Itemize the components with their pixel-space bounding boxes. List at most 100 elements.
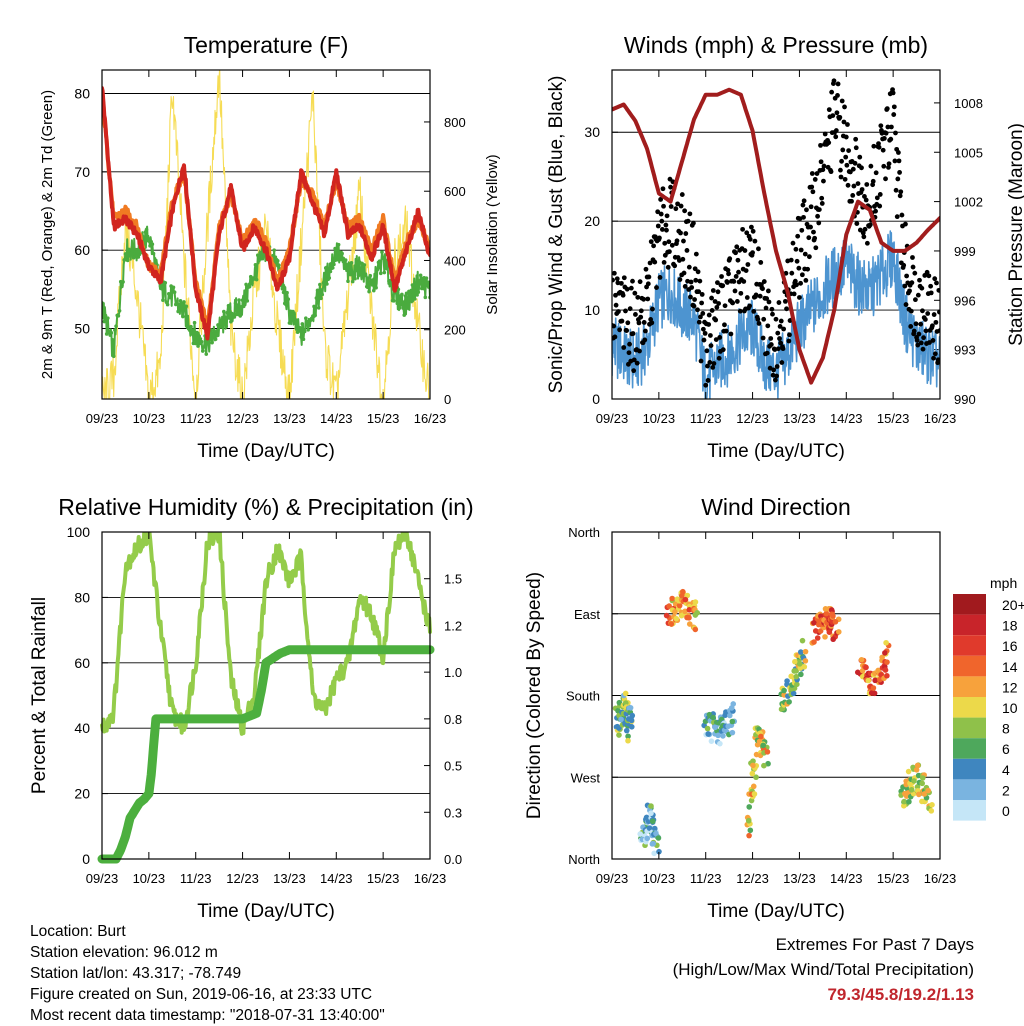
gust-point <box>888 136 894 142</box>
dewpoint-point <box>299 335 303 339</box>
direction-point <box>644 835 651 842</box>
gust-point <box>770 311 775 317</box>
gust-point <box>669 242 675 248</box>
winds-x-tick-label: 15/23 <box>877 411 910 426</box>
humidity-x-tick-label: 09/23 <box>86 871 119 886</box>
dewpoint-point <box>300 322 305 326</box>
dewpoint-point <box>423 295 428 300</box>
gust-point <box>657 274 663 280</box>
gust-point <box>673 206 679 212</box>
dewpoint-point <box>346 279 350 284</box>
direction-point <box>651 850 657 857</box>
gust-point <box>665 264 671 270</box>
gust-point <box>734 244 740 250</box>
extremes-subtitle: (High/Low/Max Wind/Total Precipitation) <box>672 960 974 979</box>
gust-point <box>735 257 741 263</box>
direction-point <box>727 712 733 719</box>
direction-point <box>870 685 877 691</box>
direction-point <box>882 650 888 656</box>
dewpoint-point <box>397 306 402 310</box>
winds-x-tick-label: 11/23 <box>690 411 722 426</box>
dewpoint-point <box>350 279 355 284</box>
gust-point <box>618 280 624 286</box>
gust-point <box>794 258 800 264</box>
direction-point <box>914 762 921 769</box>
dewpoint-point <box>125 258 130 263</box>
gust-point <box>876 141 881 147</box>
dewpoint-point <box>281 290 286 295</box>
direction-point <box>673 615 680 622</box>
dewpoint-point <box>417 278 422 283</box>
gust-point <box>909 280 915 286</box>
gust-point <box>775 330 781 336</box>
dewpoint-point <box>367 289 371 294</box>
direction-point <box>817 628 824 634</box>
gust-point <box>764 350 770 356</box>
dewpoint-point <box>401 300 405 304</box>
direction-point <box>781 687 787 694</box>
gust-point <box>713 317 719 323</box>
gust-point <box>753 292 759 298</box>
dewpoint-point <box>336 242 341 247</box>
gust-point <box>910 264 916 270</box>
dewpoint-point <box>177 307 182 311</box>
gust-point <box>933 319 939 325</box>
gust-point <box>884 106 890 112</box>
gust-point <box>788 257 794 263</box>
gust-point <box>678 230 683 236</box>
gust-point <box>773 316 779 322</box>
dewpoint-point <box>407 289 411 294</box>
gust-point <box>760 335 766 341</box>
elevation-text: Station elevation: 96.012 m <box>30 944 218 961</box>
direction-point <box>925 787 931 794</box>
direction-point <box>705 731 711 737</box>
speed-legend-title: mph <box>990 575 1017 591</box>
direction-point <box>793 673 800 680</box>
speed-legend-label: 8 <box>1002 721 1010 737</box>
gust-point <box>700 326 706 332</box>
dewpoint-point <box>412 297 417 301</box>
direction-point <box>832 618 839 625</box>
temperature-y2-tick-label: 400 <box>444 253 466 268</box>
dewpoint-point <box>206 341 211 346</box>
gust-point <box>684 248 690 253</box>
dewpoint-point <box>220 317 225 322</box>
dewpoint-point <box>334 252 339 257</box>
gust-point <box>768 342 774 347</box>
winds-y2-axis-label: Station Pressure (Maroon) <box>1006 123 1024 346</box>
gust-point <box>612 270 617 276</box>
dewpoint-point <box>189 324 193 329</box>
dewpoint-point <box>361 271 366 275</box>
direction-point <box>828 607 835 613</box>
direction-point <box>648 803 654 809</box>
gust-point <box>761 316 767 322</box>
gust-point <box>708 343 714 348</box>
speed-legend-swatch <box>953 655 986 677</box>
gust-point <box>840 147 846 153</box>
gust-point <box>891 112 897 117</box>
direction-point <box>676 602 683 609</box>
dewpoint-point <box>150 242 155 247</box>
gust-point <box>790 240 796 246</box>
dewpoint-point <box>380 250 384 254</box>
gust-point <box>813 245 819 251</box>
gust-point <box>897 193 903 199</box>
direction-point <box>746 804 753 810</box>
gust-point <box>826 107 832 113</box>
gust-point <box>747 236 753 242</box>
temperature-x-tick-label: 09/23 <box>86 411 119 426</box>
dewpoint-point <box>377 259 382 263</box>
gust-point <box>645 296 651 302</box>
gust-point <box>931 312 937 317</box>
gust-point <box>881 135 887 141</box>
gust-point <box>705 377 711 383</box>
dewpoint-point <box>172 290 177 295</box>
temp-2m-line <box>102 86 430 341</box>
gust-point <box>845 122 850 127</box>
gust-point <box>932 351 938 357</box>
gust-point <box>614 276 620 282</box>
direction-point <box>679 592 685 599</box>
direction-y-axis-label: Direction (Colored By Speed) <box>524 572 545 819</box>
gust-point <box>934 280 939 286</box>
gust-point <box>814 171 820 176</box>
